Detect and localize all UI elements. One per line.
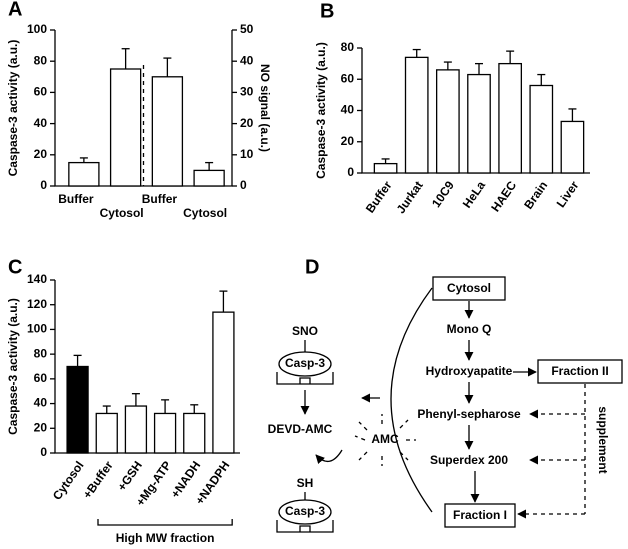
x-tick-label: Buffer: [363, 178, 395, 215]
panel-label: A: [8, 0, 22, 20]
bar: [183, 412, 206, 454]
y-tick-label: 20: [341, 134, 355, 148]
x-tick-label: Buffer: [142, 192, 178, 206]
enzyme: [278, 351, 332, 377]
y-tick-label: 100: [27, 322, 47, 336]
bar: [435, 69, 460, 174]
y-tick-label: 100: [27, 22, 47, 36]
y-tick-label: 0: [40, 445, 47, 459]
y-tick-label: 20: [34, 420, 48, 434]
y2-tick-label: 20: [240, 116, 254, 130]
box: [537, 359, 623, 384]
y-axis-label: Caspase-3 activity (a.u.): [6, 40, 20, 177]
panel-label: B: [320, 0, 334, 22]
enzyme-label: Casp-3: [285, 356, 325, 370]
y-tick-label: 60: [341, 71, 355, 85]
bar: [373, 162, 398, 174]
bar: [66, 365, 89, 454]
sh-label: SH: [297, 476, 314, 490]
x-tick-label: Cytosol: [183, 206, 227, 220]
enzyme-label: Casp-3: [285, 504, 325, 518]
bar: [498, 62, 523, 174]
step: Cytosol: [447, 281, 491, 295]
bar: [95, 412, 118, 454]
step: Superdex 200: [430, 453, 508, 467]
y-axis-label: Caspase-3 activity (a.u.): [314, 42, 328, 179]
x-tick-label: Liver: [554, 178, 582, 210]
box: [444, 503, 516, 528]
y2-tick-label: 50: [240, 22, 254, 36]
bar: [68, 161, 100, 187]
y2-tick-label: 10: [240, 147, 254, 161]
box: [432, 276, 506, 301]
arc: [390, 287, 433, 513]
bar: [467, 73, 491, 174]
x-tick-label: 10C9: [429, 178, 457, 210]
bar: [151, 76, 184, 187]
step: Hydroxyapatite: [426, 364, 513, 378]
y-tick-label: 20: [34, 147, 48, 161]
curved-arrow: [315, 449, 343, 465]
bar: [124, 405, 148, 454]
y2-tick-label: 40: [240, 53, 254, 67]
diagram: D Cytosol Mono Q Hydroxyapatite Phenyl-s…: [268, 256, 623, 533]
x-tick-label: Jurkat: [394, 179, 426, 217]
y2-axis-label: NO signal (a.u.): [258, 64, 272, 152]
x-tick-label: Cytosol: [50, 459, 87, 503]
y-axis-label: Caspase-3 activity (a.u.): [6, 298, 20, 435]
x-tick-label: Buffer: [58, 192, 94, 206]
y-tick-label: 80: [341, 40, 355, 54]
bar: [109, 68, 142, 187]
holder: [276, 372, 334, 385]
sno-label: SNO: [292, 324, 318, 338]
bar: [560, 120, 585, 174]
supplement-label: supplement: [596, 406, 610, 473]
x-tick-label: Brain: [521, 179, 550, 212]
x-tick-label: HAEC: [488, 178, 519, 214]
y2-tick-label: 0: [240, 178, 247, 192]
bar: [529, 84, 554, 174]
y-tick-label: 60: [34, 371, 48, 385]
holder: [276, 520, 334, 533]
x-tick-label: Cytosol: [100, 206, 144, 220]
y-tick-label: 80: [34, 346, 48, 360]
panel-label: C: [8, 256, 22, 278]
substrate-label: DEVD-AMC: [268, 422, 333, 436]
step: Phenyl-sepharose: [417, 407, 521, 421]
x-tick-label: +GSH: [115, 459, 145, 494]
step: Mono Q: [447, 322, 492, 336]
product-label: AMC: [371, 432, 399, 446]
bar: [153, 412, 177, 454]
y-tick-label: 40: [34, 116, 48, 130]
y-tick-label: 40: [34, 396, 48, 410]
y-tick-label: 140: [27, 272, 47, 286]
enzyme: [278, 499, 332, 525]
bracket-label: High MW fraction: [116, 531, 215, 545]
x-tick-label: +Buffer: [80, 458, 116, 501]
bar: [404, 56, 429, 174]
x-tick-label: HeLa: [460, 178, 488, 210]
bar: [212, 311, 235, 454]
y-tick-label: 40: [341, 103, 355, 117]
y-tick-label: 0: [40, 178, 47, 192]
step: Fraction I: [453, 508, 507, 522]
bracket: [97, 519, 233, 526]
y-tick-label: 120: [27, 297, 47, 311]
bar: [193, 169, 225, 187]
panel-label: D: [305, 256, 319, 278]
y-tick-label: 80: [34, 53, 48, 67]
y-tick-label: 60: [34, 85, 48, 99]
fraction: Fraction II: [551, 364, 608, 378]
y2-tick-label: 30: [240, 85, 254, 99]
y-tick-label: 0: [347, 165, 354, 179]
